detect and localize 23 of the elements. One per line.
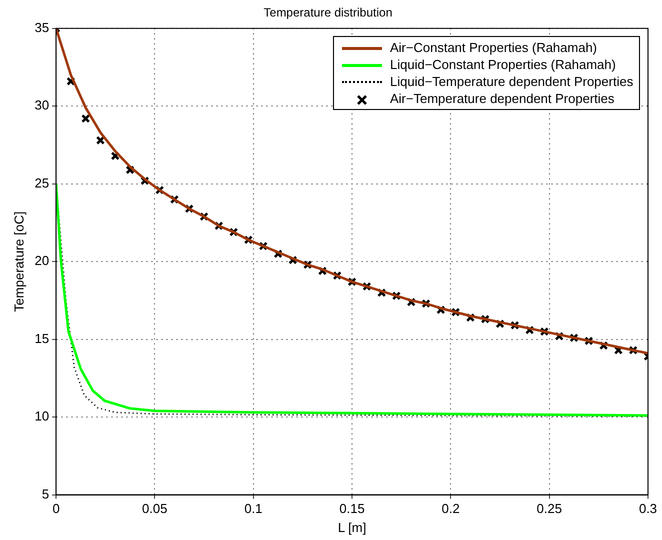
x-tick-label: 0.25: [536, 501, 562, 516]
point: [81, 114, 90, 124]
x-tick-label: 0.05: [142, 501, 168, 516]
y-tick-label: 25: [34, 175, 50, 190]
y-tick-label: 15: [34, 330, 50, 346]
x-tick-label: 0.3: [638, 501, 658, 516]
y-tick-label: 30: [34, 98, 50, 113]
y-tick-label: 35: [34, 20, 50, 35]
x-tick-label: 0: [52, 501, 60, 516]
x-tick-label: 0.15: [339, 501, 365, 516]
y-tick-label: 5: [42, 486, 50, 502]
y-tick-label: 10: [34, 408, 50, 424]
x-tick-label: 0.2: [442, 501, 460, 516]
legend-label: Liquid−Temperature dependent Properties: [390, 73, 634, 90]
x-tick-label: 0.1: [244, 501, 262, 516]
legend-label: Air−Constant Properties (Rahamah): [390, 39, 598, 56]
y-tick-label: 20: [34, 253, 50, 268]
point: [96, 136, 105, 145]
legend-label: Air−Temperature dependent Properties: [390, 90, 614, 108]
y-axis-title: Temperature [oC]: [11, 211, 26, 312]
x-axis-title: L [m]: [338, 520, 366, 535]
legend-label: Liquid−Constant Properties (Rahamah): [390, 56, 616, 74]
chart-title: Temperature distribution: [264, 6, 392, 20]
